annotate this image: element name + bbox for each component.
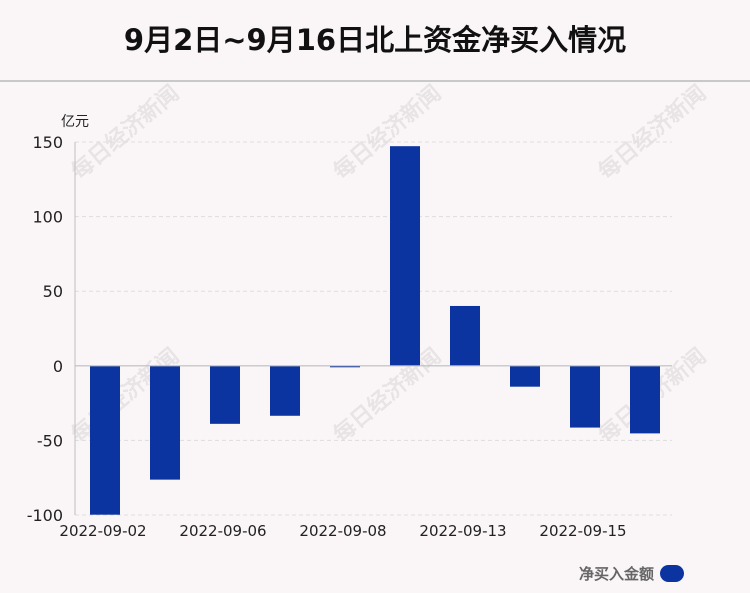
bar: [330, 365, 360, 368]
bar: [450, 305, 480, 366]
legend-label: 净买入金额: [578, 565, 654, 583]
x-tick-label: 2022-09-15: [539, 522, 626, 540]
bar: [270, 365, 300, 416]
y-tick-label: 150: [32, 133, 63, 152]
bar: [150, 365, 180, 480]
y-tick-label: -100: [27, 506, 63, 525]
bar: [570, 365, 600, 428]
bar: [210, 365, 240, 424]
title-divider: [0, 80, 750, 82]
legend: 净买入金额: [579, 563, 684, 584]
y-axis-unit: 亿元: [61, 114, 89, 130]
bar: [390, 146, 420, 366]
x-tick-label: 2022-09-06: [179, 522, 266, 540]
bar: [510, 365, 540, 387]
y-tick-label: 0: [53, 357, 63, 376]
x-tick-label: 2022-09-13: [419, 522, 506, 540]
chart-title: 9月2日~9月16日北上资金净买入情况: [123, 23, 627, 57]
x-tick-label: 2022-09-08: [299, 522, 386, 540]
y-tick-label: 100: [32, 208, 63, 227]
legend-swatch: [660, 565, 684, 582]
bar: [90, 365, 120, 515]
y-tick-label: 50: [43, 282, 63, 301]
bar: [630, 365, 660, 434]
x-tick-label: 2022-09-02: [59, 522, 146, 540]
y-tick-label: -50: [37, 431, 63, 450]
